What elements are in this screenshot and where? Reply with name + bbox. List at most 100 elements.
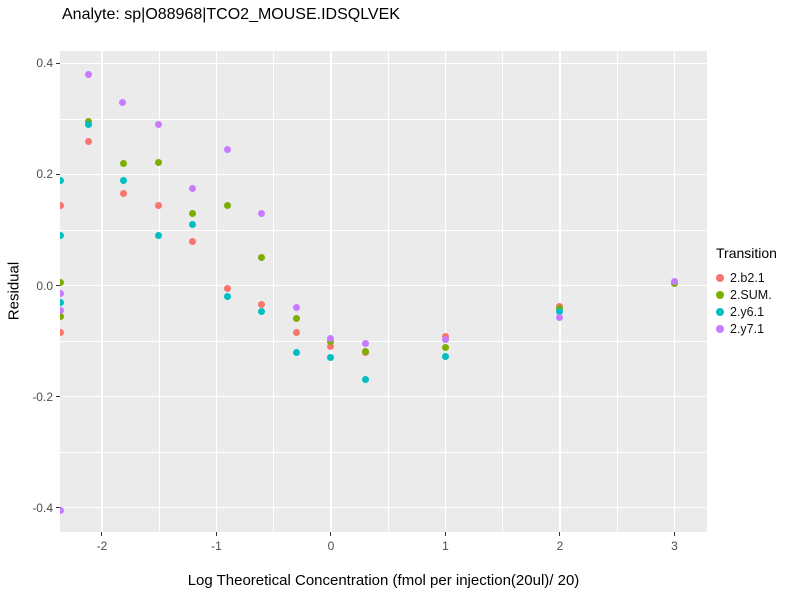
- plot-panel: [60, 51, 707, 532]
- legend-key-dot: [716, 273, 724, 282]
- x-tick-label: 3: [671, 538, 678, 553]
- legend-item: 2.SUM.: [716, 286, 777, 303]
- gridline-major-x: [215, 51, 218, 532]
- x-tick-label: -2: [96, 538, 108, 553]
- data-point-2.b2.1: [84, 137, 92, 145]
- data-point-2.y7.1: [361, 340, 369, 348]
- data-point-2.b2.1: [257, 301, 265, 309]
- gridline-major-y: [60, 173, 707, 176]
- y-tick-label: -0.4: [32, 500, 53, 515]
- data-point-2.b2.1: [60, 201, 64, 209]
- x-tick-mark: [559, 531, 561, 536]
- x-tick-label: 2: [556, 538, 564, 553]
- legend-title: Transition: [716, 245, 777, 261]
- gridline-minor-x: [158, 51, 160, 532]
- data-point-2.SUM.: [120, 159, 128, 167]
- data-point-2.y6.1: [60, 176, 64, 184]
- data-point-2.y6.1: [327, 354, 335, 362]
- data-point-2.SUM.: [188, 209, 196, 217]
- gridline-minor-x: [502, 51, 504, 532]
- gridline-major-x: [559, 51, 561, 532]
- gridline-minor-x: [616, 51, 618, 532]
- x-tick-label: -1: [211, 538, 222, 553]
- data-point-2.y7.1: [556, 313, 564, 321]
- gridline-minor-y: [60, 451, 707, 453]
- data-point-2.y7.1: [441, 336, 449, 344]
- x-tick-mark: [101, 531, 103, 536]
- legend-item: 2.y6.1: [716, 303, 777, 320]
- y-tick-label: 0.2: [36, 167, 53, 182]
- data-point-2.b2.1: [224, 284, 232, 292]
- gridline-minor-x: [273, 51, 275, 532]
- x-axis-title: Log Theoretical Concentration (fmol per …: [187, 572, 580, 589]
- data-point-2.y7.1: [60, 506, 64, 514]
- gridline-minor-y: [60, 229, 707, 231]
- legend-item: 2.b2.1: [716, 269, 777, 286]
- legend-key-dot: [716, 324, 724, 333]
- data-point-2.y6.1: [257, 307, 265, 315]
- legend-item-label: 2.y7.1: [730, 321, 765, 336]
- data-point-2.y7.1: [327, 334, 335, 342]
- data-point-2.y7.1: [257, 209, 265, 217]
- data-point-2.y7.1: [84, 71, 92, 79]
- y-tick-label: 0.4: [36, 56, 53, 71]
- data-point-2.SUM.: [224, 201, 232, 209]
- x-tick-label: 1: [442, 538, 449, 553]
- legend-items: 2.b2.1 2.SUM. 2.y6.1 2.y7.1: [716, 269, 777, 337]
- gridline-minor-x: [387, 51, 389, 532]
- legend-item-label: 2.y6.1: [730, 304, 765, 319]
- gridline-major-y: [60, 284, 707, 287]
- gridline-major-y: [60, 506, 707, 509]
- x-tick-mark: [673, 531, 675, 536]
- data-point-2.y6.1: [120, 176, 128, 184]
- gridline-major-x: [444, 51, 447, 532]
- gridline-major-x: [330, 51, 332, 532]
- data-point-2.y6.1: [188, 220, 196, 228]
- legend-key-dot: [716, 290, 724, 299]
- data-point-2.SUM.: [257, 254, 265, 262]
- data-point-2.y6.1: [60, 232, 64, 240]
- x-tick-mark: [330, 531, 332, 536]
- gridline-major-x: [673, 51, 676, 532]
- data-point-2.y7.1: [60, 306, 64, 314]
- gridline-major-y: [60, 395, 707, 398]
- data-point-2.b2.1: [60, 329, 64, 337]
- data-point-2.SUM.: [60, 279, 64, 287]
- x-tick-label: 0: [327, 538, 335, 553]
- data-point-2.y6.1: [224, 293, 232, 301]
- data-point-2.y7.1: [119, 98, 127, 106]
- data-point-2.SUM.: [441, 343, 449, 351]
- data-point-2.b2.1: [441, 332, 449, 340]
- data-point-2.y6.1: [556, 308, 564, 316]
- data-point-2.y7.1: [670, 278, 678, 286]
- data-point-2.b2.1: [154, 201, 162, 209]
- gridline-minor-y: [60, 340, 707, 342]
- data-point-2.y6.1: [441, 353, 449, 361]
- data-point-2.y7.1: [224, 146, 232, 154]
- data-point-2.b2.1: [188, 237, 196, 245]
- data-point-2.SUM.: [293, 315, 301, 323]
- legend: Transition 2.b2.1 2.SUM. 2.y6.1 2.y7.1: [716, 245, 777, 337]
- x-tick-mark: [215, 531, 217, 536]
- legend-item-label: 2.SUM.: [730, 287, 772, 302]
- data-point-2.y7.1: [188, 184, 196, 192]
- data-point-2.y6.1: [60, 298, 64, 306]
- gridline-major-x: [101, 51, 103, 532]
- data-point-2.b2.1: [293, 329, 301, 337]
- gridline-minor-y: [60, 118, 707, 120]
- gridline-major-y: [60, 62, 707, 65]
- data-point-2.y6.1: [293, 348, 301, 356]
- data-point-2.y6.1: [361, 376, 369, 384]
- data-point-2.y6.1: [84, 121, 92, 129]
- data-point-2.SUM.: [60, 312, 64, 320]
- legend-key-dot: [716, 307, 724, 316]
- legend-item-label: 2.b2.1: [730, 270, 765, 285]
- y-axis-title: Residual: [5, 262, 23, 321]
- x-tick-mark: [444, 531, 446, 536]
- data-point-2.y6.1: [154, 232, 162, 240]
- y-tick-label: -0.2: [32, 389, 53, 404]
- data-point-2.y7.1: [60, 290, 64, 298]
- data-point-2.y7.1: [154, 121, 162, 129]
- data-point-2.SUM.: [361, 347, 369, 355]
- data-point-2.y7.1: [293, 304, 301, 312]
